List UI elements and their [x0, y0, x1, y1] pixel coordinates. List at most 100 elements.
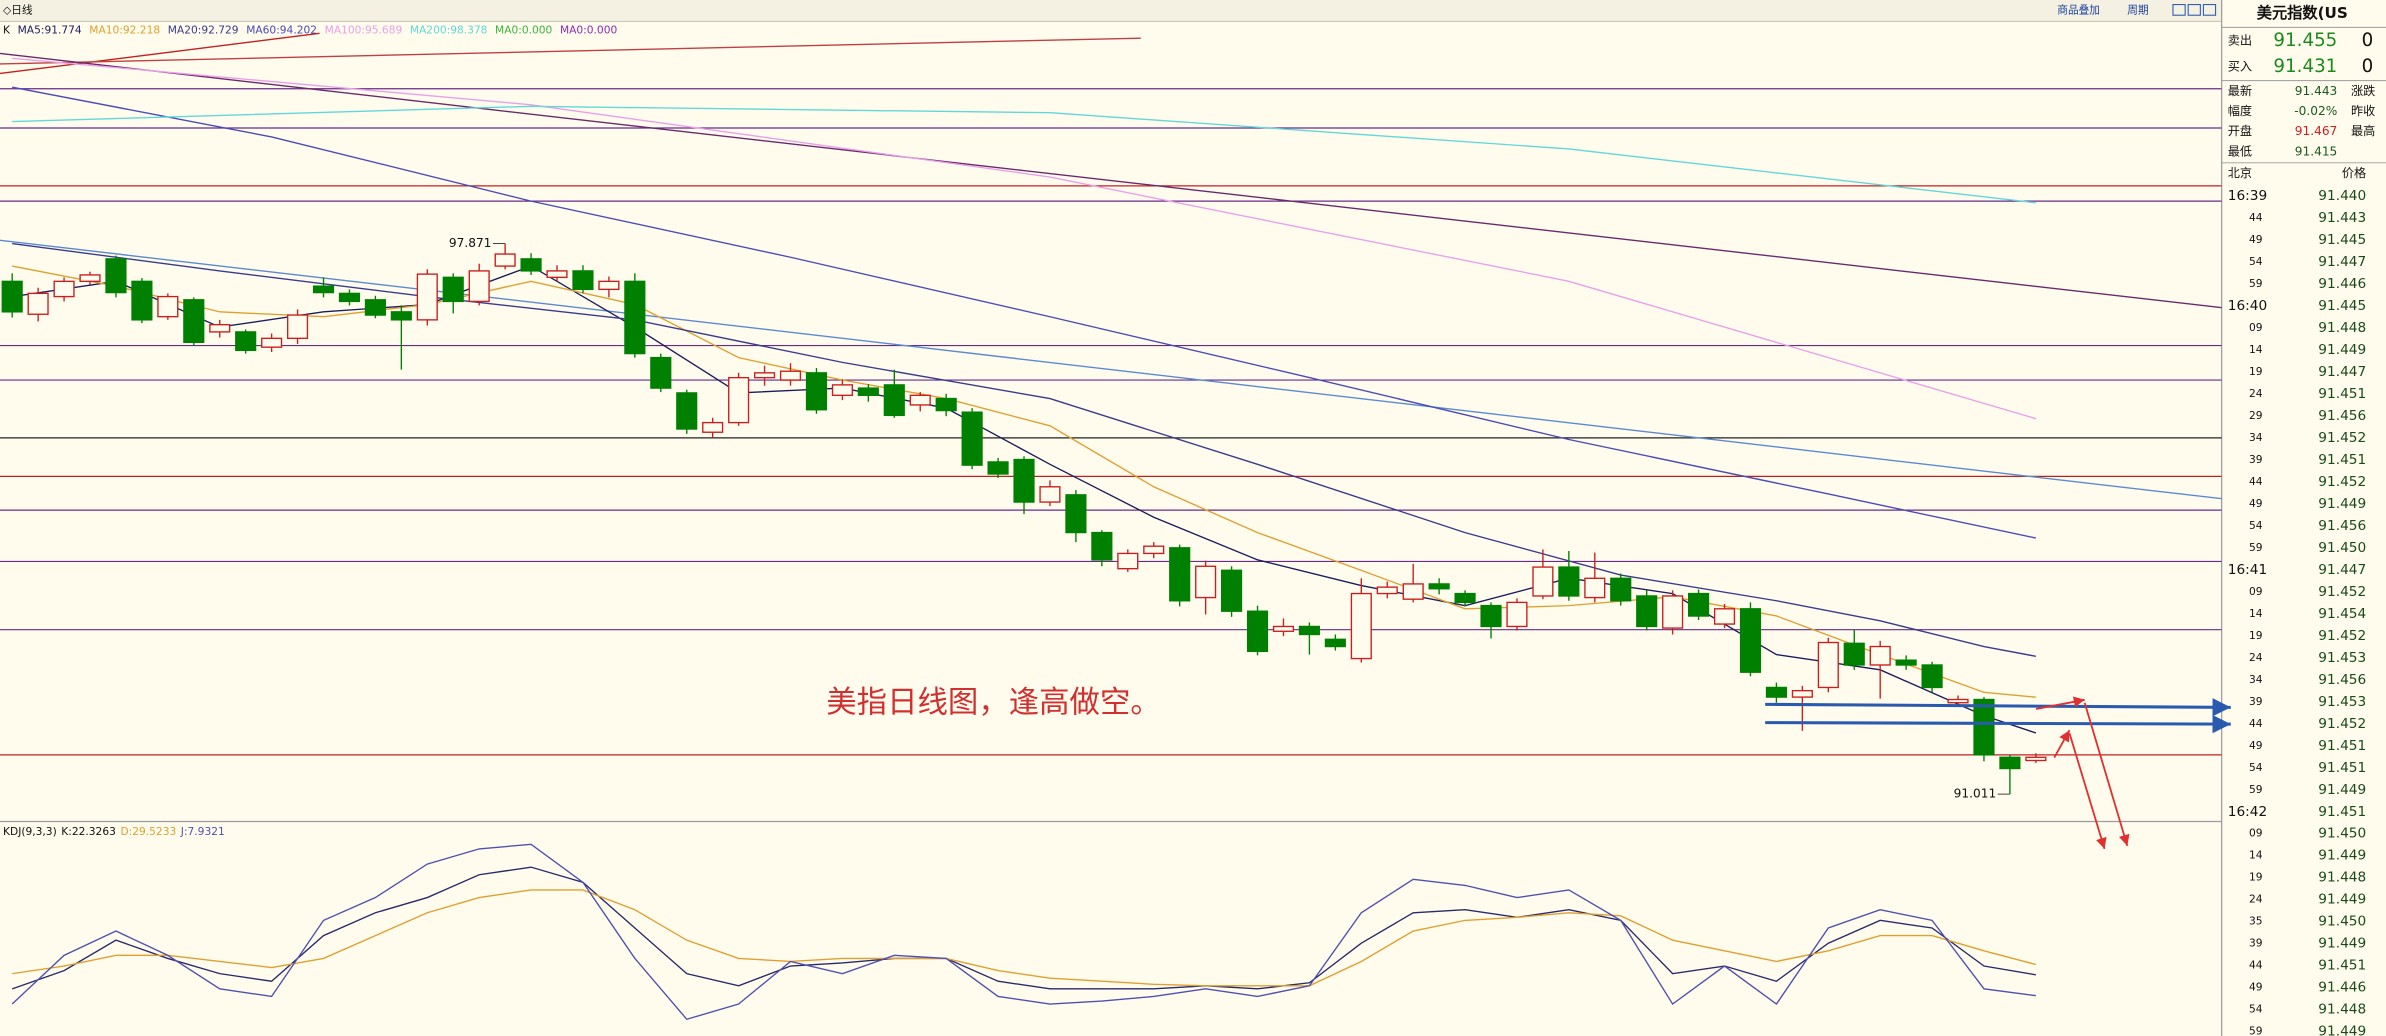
legend-entry: MA20:92.729 — [168, 23, 239, 36]
candle-body — [779, 370, 802, 381]
note: 美指日线图，逢高做空。 — [826, 685, 1161, 720]
candle-body — [1402, 583, 1424, 600]
legend-entry: MA200:98.378 — [410, 23, 488, 36]
tick-time: 24 — [2249, 893, 2263, 906]
candle-body — [1324, 638, 1346, 648]
overlay-link[interactable]: 商品叠加 — [2057, 4, 2100, 17]
cycle-link[interactable]: 周期 — [2127, 4, 2148, 17]
candle-body — [468, 270, 490, 303]
tick-price: 91.447 — [2318, 254, 2366, 270]
candle-body — [27, 292, 49, 315]
candle-body — [1999, 756, 2021, 770]
candle-body — [935, 397, 957, 412]
candle-body — [624, 280, 646, 355]
legend-entry: K:22.3263 — [61, 825, 116, 838]
candle-body — [1428, 583, 1450, 590]
ma-line — [12, 86, 2037, 539]
candle-body — [1506, 601, 1528, 628]
quote-value: -0.02% — [2294, 104, 2337, 118]
tick-price: 91.445 — [2318, 232, 2366, 248]
tick-price: 91.445 — [2318, 298, 2366, 314]
tick-price: 91.456 — [2318, 672, 2366, 688]
tick-time: 19 — [2249, 365, 2263, 378]
candle-body — [1, 280, 23, 313]
candle-body — [1298, 625, 1320, 636]
tick-price: 91.449 — [2318, 496, 2366, 512]
kdj-panel — [11, 843, 2037, 1021]
tick-time: 49 — [2249, 739, 2263, 752]
candle-body — [572, 270, 594, 291]
legend-entry: MA100:95.689 — [325, 23, 403, 36]
tick-price: 91.456 — [2318, 408, 2366, 424]
candle-body — [312, 285, 335, 294]
candle-body — [1195, 565, 1217, 599]
ma-line — [12, 57, 2037, 420]
tick-time: 44 — [2249, 959, 2263, 972]
quote-label: 卖出 — [2228, 34, 2252, 48]
candle-body — [1584, 577, 1606, 599]
arrow — [1765, 698, 2231, 717]
window-button[interactable] — [2202, 4, 2217, 16]
candle-body — [1376, 586, 1398, 595]
legend-entry: MA10:92.218 — [89, 23, 160, 36]
tick-time: 49 — [2249, 497, 2263, 510]
candle-body — [1117, 552, 1139, 570]
tick-price: 91.452 — [2318, 584, 2366, 600]
ticks-header: 价格 — [2342, 165, 2366, 180]
ma-line — [12, 105, 2036, 204]
candle-body — [1039, 486, 1061, 503]
tick-price: 91.449 — [2318, 342, 2366, 358]
tick-price: 91.451 — [2318, 958, 2366, 974]
candle-body — [1272, 625, 1295, 632]
candle-body — [364, 299, 386, 316]
legend-entry: J:7.9321 — [180, 825, 225, 838]
tick-time: 54 — [2249, 255, 2263, 268]
quote-extra: 昨收 — [2351, 104, 2375, 118]
candle-body — [53, 280, 75, 298]
tick-price: 91.440 — [2318, 188, 2366, 204]
toolbar — [0, 0, 2222, 22]
quote-label: 开盘 — [2228, 123, 2252, 138]
quote-label: 最低 — [2228, 144, 2252, 158]
quote-extra: 涨跌 — [2351, 83, 2375, 98]
tick-time: 44 — [2249, 211, 2263, 224]
candle-body — [1791, 689, 1813, 698]
arrow — [1765, 714, 2231, 734]
candle-body — [235, 331, 257, 352]
trend-line — [0, 37, 1141, 65]
tick-price: 91.456 — [2318, 518, 2366, 534]
window-button[interactable] — [2172, 4, 2186, 16]
candle-body — [79, 274, 101, 283]
tick-time: 35 — [2249, 915, 2263, 928]
tick-time: 16:39 — [2228, 188, 2267, 204]
trend-line — [0, 239, 2222, 500]
tick-time: 19 — [2249, 629, 2263, 642]
candle-body — [728, 376, 750, 424]
candle-body — [1454, 592, 1476, 604]
high-label: 97.871 — [449, 236, 492, 250]
legend-entry: MA60:94.202 — [246, 23, 317, 36]
candle-body — [1143, 545, 1165, 555]
tick-price: 91.450 — [2318, 914, 2366, 930]
tick-time: 39 — [2249, 453, 2263, 466]
tick-price: 91.452 — [2318, 430, 2366, 446]
quote-value: 91.415 — [2295, 144, 2338, 158]
candle-body — [1013, 458, 1035, 503]
window-button[interactable] — [2187, 4, 2201, 16]
candle-body — [883, 384, 905, 417]
tick-time: 24 — [2249, 651, 2263, 664]
candle-body — [1558, 566, 1580, 597]
kdj-line — [11, 843, 2036, 1021]
period-label[interactable]: ◇日线 — [3, 4, 33, 17]
tick-price: 91.449 — [2318, 936, 2366, 952]
tick-price: 91.449 — [2318, 892, 2366, 908]
arrow — [2083, 702, 2130, 847]
candle-body — [338, 292, 361, 303]
candle-body — [131, 280, 153, 321]
candle-body — [1091, 531, 1113, 561]
price-panel — [0, 32, 2222, 795]
